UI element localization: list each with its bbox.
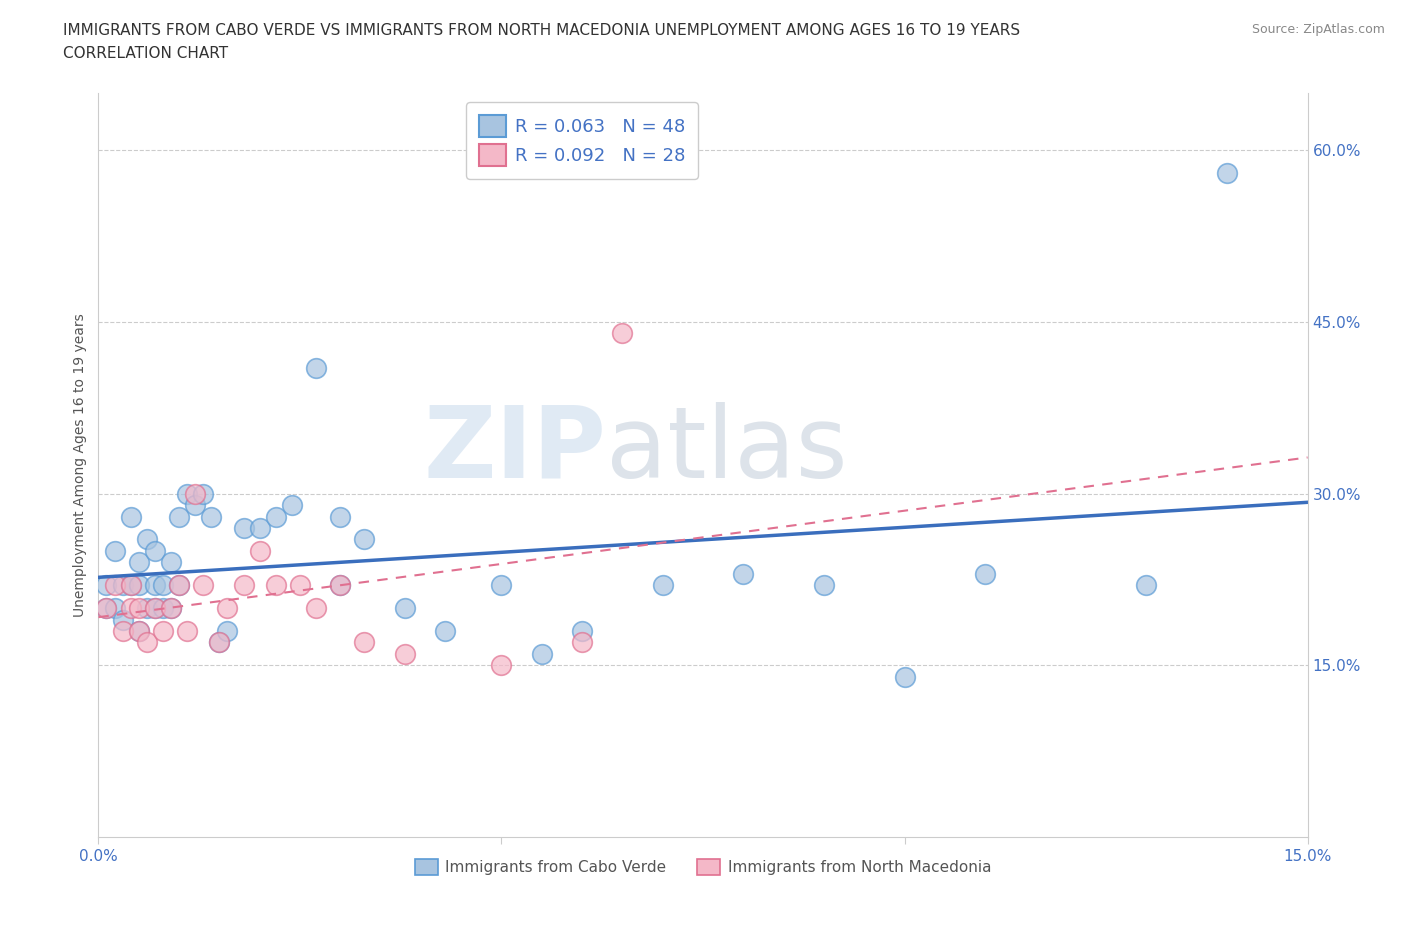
Legend: Immigrants from Cabo Verde, Immigrants from North Macedonia: Immigrants from Cabo Verde, Immigrants f… bbox=[409, 853, 997, 882]
Point bbox=[893, 670, 915, 684]
Point bbox=[193, 578, 215, 592]
Point bbox=[208, 635, 231, 650]
Point bbox=[143, 601, 166, 616]
Point bbox=[135, 532, 157, 547]
Point bbox=[160, 555, 183, 570]
Point bbox=[329, 578, 352, 592]
Point bbox=[813, 578, 835, 592]
Point bbox=[305, 360, 328, 375]
Point bbox=[249, 521, 271, 536]
Point bbox=[264, 578, 287, 592]
Point bbox=[120, 509, 142, 524]
Point bbox=[249, 543, 271, 558]
Point bbox=[232, 521, 254, 536]
Point bbox=[167, 578, 190, 592]
Point bbox=[96, 601, 118, 616]
Point bbox=[167, 578, 190, 592]
Point bbox=[184, 486, 207, 501]
Point bbox=[217, 623, 239, 638]
Point bbox=[232, 578, 254, 592]
Point bbox=[571, 635, 593, 650]
Point bbox=[394, 646, 416, 661]
Point bbox=[128, 555, 150, 570]
Point bbox=[651, 578, 673, 592]
Point bbox=[281, 498, 304, 512]
Point bbox=[103, 543, 125, 558]
Point bbox=[1135, 578, 1157, 592]
Point bbox=[96, 601, 118, 616]
Point bbox=[135, 601, 157, 616]
Point bbox=[152, 578, 174, 592]
Point bbox=[176, 486, 198, 501]
Point bbox=[434, 623, 457, 638]
Point bbox=[305, 601, 328, 616]
Point bbox=[394, 601, 416, 616]
Text: atlas: atlas bbox=[606, 402, 848, 498]
Point bbox=[288, 578, 311, 592]
Point bbox=[491, 658, 513, 672]
Text: Source: ZipAtlas.com: Source: ZipAtlas.com bbox=[1251, 23, 1385, 36]
Point bbox=[974, 566, 997, 581]
Point bbox=[733, 566, 755, 581]
Point bbox=[160, 601, 183, 616]
Point bbox=[103, 601, 125, 616]
Point bbox=[1216, 166, 1239, 180]
Text: ZIP: ZIP bbox=[423, 402, 606, 498]
Point bbox=[160, 601, 183, 616]
Point bbox=[353, 635, 375, 650]
Point bbox=[103, 578, 125, 592]
Point bbox=[128, 578, 150, 592]
Point bbox=[128, 623, 150, 638]
Point bbox=[184, 498, 207, 512]
Text: IMMIGRANTS FROM CABO VERDE VS IMMIGRANTS FROM NORTH MACEDONIA UNEMPLOYMENT AMONG: IMMIGRANTS FROM CABO VERDE VS IMMIGRANTS… bbox=[63, 23, 1021, 38]
Point bbox=[120, 601, 142, 616]
Point bbox=[143, 601, 166, 616]
Point bbox=[120, 578, 142, 592]
Point bbox=[167, 509, 190, 524]
Point bbox=[152, 623, 174, 638]
Point bbox=[176, 623, 198, 638]
Point bbox=[530, 646, 553, 661]
Point bbox=[135, 635, 157, 650]
Point bbox=[96, 578, 118, 592]
Point bbox=[193, 486, 215, 501]
Point bbox=[329, 578, 352, 592]
Point bbox=[491, 578, 513, 592]
Point bbox=[329, 509, 352, 524]
Point bbox=[111, 612, 134, 627]
Point bbox=[143, 543, 166, 558]
Point bbox=[208, 635, 231, 650]
Point bbox=[612, 326, 634, 340]
Point bbox=[128, 601, 150, 616]
Point bbox=[120, 578, 142, 592]
Point bbox=[128, 623, 150, 638]
Point bbox=[353, 532, 375, 547]
Y-axis label: Unemployment Among Ages 16 to 19 years: Unemployment Among Ages 16 to 19 years bbox=[73, 313, 87, 617]
Point bbox=[200, 509, 222, 524]
Point bbox=[571, 623, 593, 638]
Point bbox=[111, 578, 134, 592]
Point bbox=[111, 623, 134, 638]
Point bbox=[217, 601, 239, 616]
Point bbox=[152, 601, 174, 616]
Point bbox=[264, 509, 287, 524]
Point bbox=[143, 578, 166, 592]
Text: CORRELATION CHART: CORRELATION CHART bbox=[63, 46, 228, 61]
